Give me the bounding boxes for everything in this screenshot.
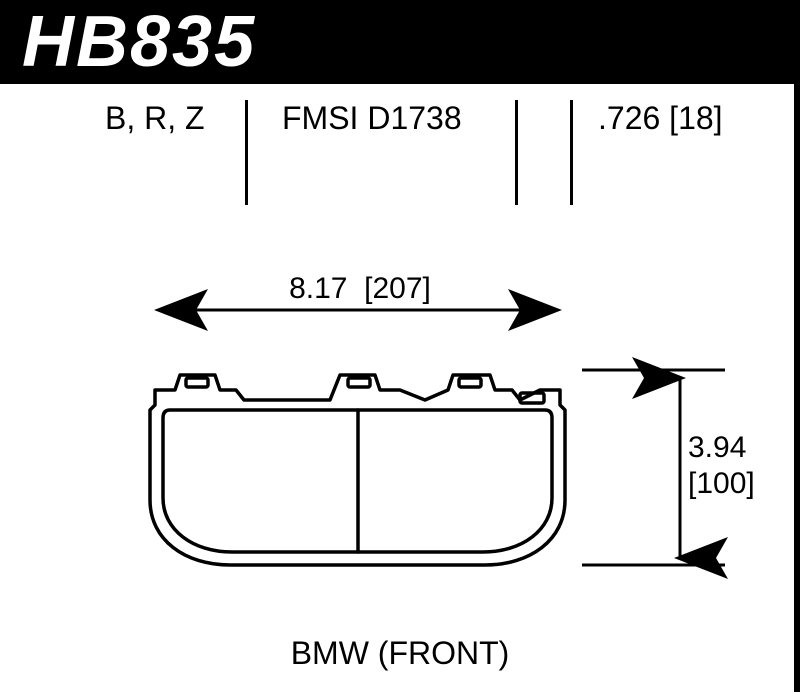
brake-pad-outline — [150, 375, 565, 565]
application-label: BMW (FRONT) — [0, 635, 800, 672]
diagram-svg — [0, 0, 800, 692]
